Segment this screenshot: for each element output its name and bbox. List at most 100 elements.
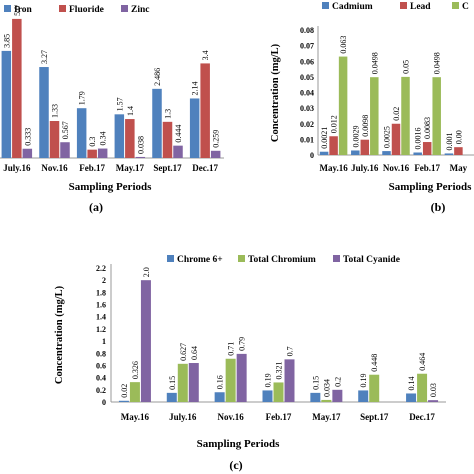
bar-cadmium <box>319 151 329 155</box>
bar-c <box>401 76 410 155</box>
bar-zinc <box>22 148 33 158</box>
category-label: Dec.17 <box>409 412 435 422</box>
y-tick-label: 0.05 <box>300 73 314 82</box>
bar-value-label: 0.64 <box>190 346 199 360</box>
bar-total-cyanide <box>188 363 199 402</box>
bar-value-label: 0.79 <box>238 337 247 351</box>
y-tick-label: 0 <box>310 151 314 160</box>
bar-value-label: 3.27 <box>40 50 49 64</box>
panel-label: (a) <box>89 200 103 214</box>
bar-value-label: 3.4 <box>201 50 210 60</box>
bar-c <box>370 77 379 155</box>
category-label: May.16 <box>319 163 348 173</box>
legend-label: Total Chromium <box>248 255 316 265</box>
bar-value-label: 0.0083 <box>423 117 432 139</box>
bar-value-label: 0.03 <box>429 383 438 397</box>
bar-value-label: 0.448 <box>370 354 379 372</box>
legend-swatch <box>121 5 128 12</box>
legend-swatch <box>322 2 329 9</box>
bar-value-label: 0.7 <box>286 346 295 356</box>
bar-lead <box>360 139 370 155</box>
bar-value-label: 0.0016 <box>414 128 423 150</box>
bar-value-label: 1.3 <box>164 109 173 119</box>
bar-value-label: 0.063 <box>339 36 348 54</box>
bar-value-label: 3.85 <box>2 34 11 48</box>
bar-value-label: 0.321 <box>275 361 284 379</box>
panel-3: 0 0.2 0.4 0.6 0.8 1 1.2 1.4 1.6 1.8 2 2.2 Concentrat… <box>54 255 446 472</box>
bar-iron <box>39 67 49 158</box>
bar-value-label: 2.14 <box>191 81 200 95</box>
panel-2: 0 0.01 0.02 0.03 0.04 0.05 0.06 0.07 0.08 Concent… <box>270 2 474 214</box>
bar-total-cyanide <box>332 389 343 402</box>
bar-chrome-6- <box>358 390 369 402</box>
bar-value-label: 1.57 <box>115 97 124 111</box>
y-tick-label: 0.02 <box>300 120 314 129</box>
bar-total-cyanide <box>236 353 247 402</box>
bar-chrome-6- <box>214 392 225 402</box>
legend-label: Iron <box>14 5 32 15</box>
bar-iron <box>152 88 162 158</box>
y-tick-label: 0.8 <box>96 349 106 358</box>
bar-fluoride <box>12 18 22 159</box>
bar-lead <box>391 123 401 155</box>
y-tick-label: 0.04 <box>300 89 314 98</box>
bar-chrome-6- <box>262 390 273 402</box>
bar-zinc <box>60 142 70 158</box>
bar-iron <box>114 114 125 158</box>
bar-value-label: 0.038 <box>136 136 145 154</box>
bar-fluoride <box>49 121 60 158</box>
bar-total-chromium <box>177 363 188 402</box>
y-tick-label: 2 <box>102 276 106 285</box>
bar-zinc <box>173 145 183 158</box>
y-tick-label: 0.08 <box>300 26 314 35</box>
bar-value-label: 0.464 <box>418 353 427 371</box>
legend-swatch <box>59 5 66 12</box>
bar-value-label: 0.05 <box>402 60 411 74</box>
bar-lead <box>422 142 432 155</box>
y-tick-label: 0 <box>102 398 106 407</box>
bar-iron <box>189 98 200 158</box>
category-label: Sept.17 <box>153 163 182 173</box>
legend-swatch <box>400 2 407 9</box>
bar-value-label: 0.2 <box>333 377 342 387</box>
bar-cadmium <box>444 153 454 155</box>
category-label: May.16 <box>121 412 150 422</box>
bar-total-chromium <box>225 358 236 402</box>
category-label: Nov.16 <box>383 163 410 173</box>
y-tick-label: 1.2 <box>96 325 106 334</box>
category-label: May.17 <box>312 412 341 422</box>
category-label: Feb.17 <box>266 412 292 422</box>
y-axis-title: Concentration (mg/L) <box>270 43 281 142</box>
bar-value-label: 0.34 <box>99 132 108 146</box>
category-label: Sept.17 <box>360 412 389 422</box>
bar-value-label: 0.333 <box>23 128 32 146</box>
bar-lead <box>329 136 338 155</box>
bar-zinc <box>135 156 146 158</box>
bar-value-label: 0.19 <box>359 373 368 387</box>
y-tick-label: 0.2 <box>96 386 106 395</box>
bar-value-label: 0.02 <box>392 107 401 121</box>
panel-label: (b) <box>431 200 446 214</box>
legend-label: Fluoride <box>69 5 104 15</box>
y-tick-label: 1.6 <box>96 301 106 310</box>
bar-zinc <box>210 150 221 158</box>
category-label: July.16 <box>3 163 31 173</box>
legend-swatch <box>452 2 459 9</box>
bar-total-cyanide <box>140 280 151 402</box>
legend-swatch <box>238 255 245 262</box>
x-axis-title: Sampling Periods <box>69 181 153 193</box>
bar-value-label: 0.0498 <box>370 52 379 74</box>
bar-value-label: 0.15 <box>311 376 320 390</box>
y-tick-label: 0.06 <box>300 57 314 66</box>
legend-label: C <box>462 2 469 12</box>
bar-value-label: 2.486 <box>153 68 162 86</box>
legend-swatch <box>4 5 11 12</box>
legend-label: Cadmium <box>332 2 373 12</box>
category-label: May <box>450 163 468 173</box>
bar-value-label: 0.0025 <box>383 126 392 148</box>
bar-value-label: 0.0021 <box>320 127 329 149</box>
bar-chrome-6- <box>118 400 129 402</box>
x-axis-title: Sampling Periods <box>389 181 473 193</box>
legend-swatch <box>333 255 340 262</box>
